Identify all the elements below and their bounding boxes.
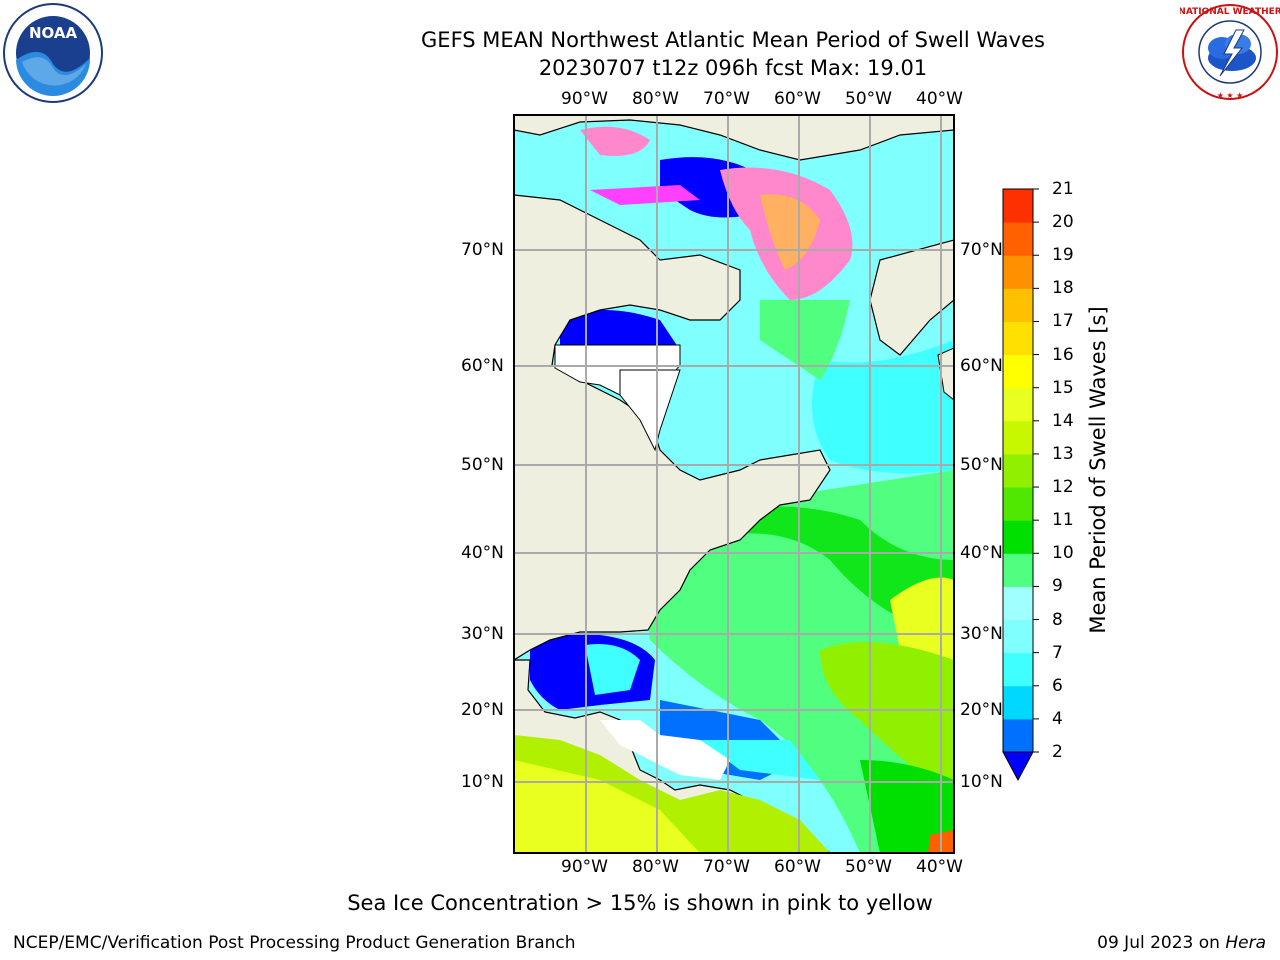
lat-label-right: 60°N xyxy=(960,356,1003,376)
sea-ice-arctic xyxy=(580,126,650,156)
lon-label-bottom: 80°W xyxy=(632,857,679,877)
chart-subtitle: 20230707 t12z 096h fcst Max: 19.01 xyxy=(538,56,928,80)
colorbar-segment xyxy=(1003,321,1033,356)
colorbar-segment xyxy=(1003,189,1033,223)
lat-label-left: 30°N xyxy=(461,624,504,644)
caribbean-swell xyxy=(700,740,820,780)
footer-date: 09 Jul 2023 on Hera xyxy=(1097,933,1266,953)
colorbar-tick-label: 20 xyxy=(1052,212,1074,233)
colorbar-tick-label: 14 xyxy=(1052,410,1074,431)
colorbar-segment xyxy=(1003,288,1033,322)
lat-label-left: 60°N xyxy=(461,356,504,376)
colorbar-segment xyxy=(1003,619,1033,654)
colorbar-segment xyxy=(1003,718,1033,753)
colorbar-segment xyxy=(1003,387,1033,422)
arctic-islands xyxy=(514,115,954,161)
colorbar-tick-label: 8 xyxy=(1052,609,1063,630)
lon-label-bottom: 60°W xyxy=(774,857,821,877)
sea-ice-channel xyxy=(590,185,700,205)
footer-date-text: 09 Jul 2023 on xyxy=(1097,933,1226,953)
colorbar-tick-label: 9 xyxy=(1052,576,1063,597)
colorbar-tick-label: 18 xyxy=(1052,278,1074,299)
lon-label-bottom: 50°W xyxy=(845,857,892,877)
colorbar-segment xyxy=(1003,420,1033,455)
footer-host: Hera xyxy=(1225,933,1266,953)
lat-label-left: 40°N xyxy=(461,543,504,563)
colorbar-segment xyxy=(1003,354,1033,389)
colorbar-frame xyxy=(1002,188,1034,753)
swell-field-tropics xyxy=(860,760,954,853)
footer-credit: NCEP/EMC/Verification Post Processing Pr… xyxy=(13,933,576,953)
colorbar-tick-label: 17 xyxy=(1052,311,1074,332)
lon-label-top: 60°W xyxy=(774,89,821,109)
lat-label-right: 50°N xyxy=(960,455,1003,475)
nws-logo: NATIONAL WEATHER ★ ★ ★ xyxy=(1180,4,1280,100)
colorbar-segment xyxy=(1003,586,1033,621)
svg-text:NATIONAL WEATHER: NATIONAL WEATHER xyxy=(1180,7,1280,17)
colorbar-segment xyxy=(1003,652,1033,687)
lon-label-top: 40°W xyxy=(916,89,963,109)
lon-label-top: 90°W xyxy=(561,89,608,109)
caption: Sea Ice Concentration > 15% is shown in … xyxy=(347,891,933,915)
colorbar-segment xyxy=(1003,222,1033,256)
greenland xyxy=(869,239,954,356)
colorbar-tick-label: 11 xyxy=(1052,510,1074,531)
colorbar-tick-label: 6 xyxy=(1052,675,1063,696)
sea-ice-core xyxy=(760,194,820,270)
colorbar-segment xyxy=(1003,685,1033,720)
lat-label-right: 30°N xyxy=(960,624,1003,644)
colorbar-tick-label: 4 xyxy=(1052,708,1063,729)
gridlines xyxy=(514,115,954,853)
lat-label-left: 70°N xyxy=(461,240,504,260)
colorbar-segment xyxy=(1003,487,1033,521)
lat-label-left: 20°N xyxy=(461,700,504,720)
colorbar-tick-label: 2 xyxy=(1052,742,1063,762)
lon-label-top: 70°W xyxy=(703,89,750,109)
lat-label-right: 20°N xyxy=(960,700,1003,720)
colorbar-tick-label: 7 xyxy=(1052,642,1063,663)
colorbar-under-arrow xyxy=(1002,751,1034,782)
labrador-sea-swell xyxy=(760,300,850,380)
noaa-logo-text: NOAA xyxy=(29,24,78,42)
swell-field-6-7 xyxy=(812,340,954,474)
lon-label-top: 50°W xyxy=(845,89,892,109)
colorbar-tick-label: 19 xyxy=(1052,245,1074,266)
lat-label-left: 50°N xyxy=(461,455,504,475)
lon-label-bottom: 40°W xyxy=(916,857,963,877)
colorbar-segment xyxy=(1003,255,1033,289)
swell-field-10-11 xyxy=(700,506,954,640)
gulf-swell xyxy=(585,644,640,695)
lon-label-top: 80°W xyxy=(632,89,679,109)
caribbean-land-white xyxy=(600,720,730,780)
swell-field-12-13 xyxy=(820,642,954,800)
south-america-swell-high xyxy=(514,760,700,853)
colorbar-segment xyxy=(1003,553,1033,587)
noaa-logo: NOAA xyxy=(3,3,103,103)
colorbar-tick-label: 13 xyxy=(1052,443,1074,464)
svg-text:★ ★ ★: ★ ★ ★ xyxy=(1217,91,1244,100)
lat-label-right: 10°N xyxy=(960,772,1003,792)
lon-label-bottom: 90°W xyxy=(561,857,608,877)
map-frame xyxy=(513,114,955,854)
lon-label-bottom: 70°W xyxy=(703,857,750,877)
colorbar-tick-label: 21 xyxy=(1052,179,1074,199)
lat-label-right: 70°N xyxy=(960,240,1003,260)
colorbar-tick-label: 10 xyxy=(1052,543,1074,564)
colorbar-tick-label: 16 xyxy=(1052,344,1074,365)
colorbar-tick-label: 15 xyxy=(1052,377,1074,398)
colorbar-segment xyxy=(1003,520,1033,554)
colorbar-segment xyxy=(1003,453,1033,488)
lat-label-right: 40°N xyxy=(960,543,1003,563)
lat-label-left: 10°N xyxy=(461,772,504,792)
chart-title: GEFS MEAN Northwest Atlantic Mean Period… xyxy=(421,28,1045,52)
colorbar-label: Mean Period of Swell Waves [s] xyxy=(1086,306,1110,634)
colorbar-tick-label: 12 xyxy=(1052,477,1074,498)
